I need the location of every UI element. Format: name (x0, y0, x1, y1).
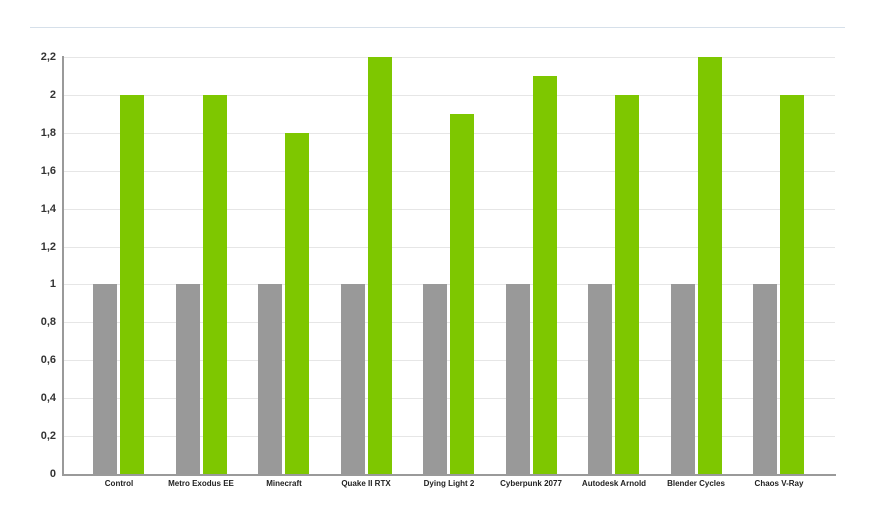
gridline (64, 57, 835, 58)
x-tick-label: Minecraft (266, 479, 302, 488)
y-tick-label: 2,2 (40, 51, 56, 63)
bar-baseline-metro-exodus-ee (176, 284, 200, 474)
gridline (64, 398, 835, 399)
gridline (64, 284, 835, 285)
gridline (64, 436, 835, 437)
y-tick-label: 1,4 (40, 203, 56, 215)
bar-baseline-dying-light-2 (423, 284, 447, 474)
gridline (64, 209, 835, 210)
bar-baseline-chaos-v-ray (753, 284, 777, 474)
x-tick-label: Metro Exodus EE (168, 479, 234, 488)
gridline (64, 322, 835, 323)
y-tick-label: 1,2 (40, 241, 56, 253)
gridline (64, 133, 835, 134)
bar-new-cyberpunk-2077 (533, 76, 557, 474)
x-tick-label: Autodesk Arnold (581, 479, 647, 488)
bar-new-metro-exodus-ee (203, 95, 227, 474)
gridline (64, 247, 835, 248)
x-tick-label: Dying Light 2 (423, 479, 475, 488)
bar-baseline-autodesk-arnold (588, 284, 612, 474)
bar-baseline-control (93, 284, 117, 474)
gridline (64, 360, 835, 361)
top-divider (30, 27, 845, 28)
bar-baseline-blender-cycles (671, 284, 695, 474)
x-tick-label: Control (104, 479, 134, 488)
bar-baseline-minecraft (258, 284, 282, 474)
y-tick-label: 0,6 (40, 354, 56, 366)
bar-baseline-quake-ii-rtx (341, 284, 365, 474)
bar-new-minecraft (285, 133, 309, 474)
x-tick-label: Chaos V-Ray (754, 479, 804, 488)
x-tick-label: Cyberpunk 2077 (500, 479, 562, 488)
bar-new-autodesk-arnold (615, 95, 639, 474)
y-tick-label: 0,8 (40, 316, 56, 328)
gridline (64, 171, 835, 172)
y-tick-label: 1,8 (40, 127, 56, 139)
x-tick-label: Quake II RTX (341, 479, 391, 488)
y-tick-label: 2 (49, 89, 56, 101)
bar-new-control (120, 95, 144, 474)
bar-new-blender-cycles (698, 57, 722, 474)
y-tick-label: 1,6 (40, 165, 56, 177)
x-tick-label: Blender Cycles (667, 479, 725, 488)
x-axis (62, 474, 836, 476)
gridline (64, 95, 835, 96)
y-tick-label: 0,4 (40, 392, 56, 404)
bar-new-dying-light-2 (450, 114, 474, 474)
bar-baseline-cyberpunk-2077 (506, 284, 530, 474)
y-tick-label: 1 (49, 278, 56, 290)
y-tick-label: 0 (49, 468, 56, 480)
y-tick-label: 0,2 (40, 430, 56, 442)
bar-new-chaos-v-ray (780, 95, 804, 474)
bar-new-quake-ii-rtx (368, 57, 392, 474)
y-axis (62, 56, 64, 475)
